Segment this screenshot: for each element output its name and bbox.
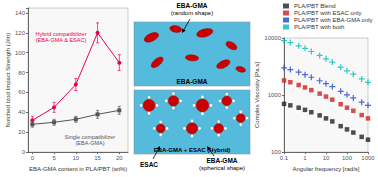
svg-text:140: 140	[15, 10, 26, 16]
svg-text:10: 10	[72, 155, 79, 161]
svg-text:EBA-GMA: EBA-GMA	[176, 78, 207, 85]
svg-text:0: 0	[22, 149, 26, 155]
svg-text:PLA/PBT with EBA-GMA only: PLA/PBT with EBA-GMA only	[294, 17, 373, 23]
svg-text:0.1: 0.1	[280, 155, 289, 161]
svg-text:100: 100	[271, 149, 281, 156]
svg-text:5: 5	[52, 155, 56, 161]
svg-text:EBA-GMA + ESAC (Hybrid): EBA-GMA + ESAC (Hybrid)	[154, 147, 231, 153]
svg-text:80: 80	[18, 70, 25, 76]
svg-text:0: 0	[31, 155, 35, 161]
svg-text:60: 60	[18, 89, 25, 95]
svg-text:PLA/PBT with both: PLA/PBT with both	[294, 24, 344, 30]
svg-text:Complex Viscosity [Pa.s]: Complex Viscosity [Pa.s]	[254, 62, 260, 128]
svg-text:(EBA-GMA): (EBA-GMA)	[75, 140, 104, 146]
svg-text:40: 40	[18, 109, 25, 115]
svg-text:20: 20	[116, 155, 123, 161]
svg-text:15: 15	[94, 155, 101, 161]
svg-text:Hybrid compatibilizer: Hybrid compatibilizer	[35, 31, 87, 37]
svg-text:100: 100	[15, 50, 26, 56]
svg-text:1000: 1000	[268, 92, 282, 98]
svg-text:PLA/PBT with ESAC only: PLA/PBT with ESAC only	[294, 10, 362, 16]
svg-text:(random shape): (random shape)	[171, 10, 213, 16]
svg-text:120: 120	[15, 30, 26, 36]
svg-text:1: 1	[303, 155, 307, 161]
svg-text:Notched Izod Impact Strength (: Notched Izod Impact Strength (J/m)	[5, 33, 11, 128]
svg-text:EBA-GMA: EBA-GMA	[176, 2, 207, 9]
svg-text:10000: 10000	[264, 35, 281, 41]
svg-text:EBA-GMA: EBA-GMA	[206, 157, 237, 164]
svg-text:ESAC: ESAC	[140, 161, 158, 168]
svg-text:Single compatibilizer: Single compatibilizer	[64, 133, 116, 140]
svg-text:(spherical shape): (spherical shape)	[199, 165, 245, 171]
svg-text:(EBA-GMA & ESAC): (EBA-GMA & ESAC)	[36, 37, 87, 43]
svg-text:1000: 1000	[361, 155, 375, 161]
svg-text:20: 20	[18, 129, 25, 135]
svg-text:100: 100	[342, 155, 353, 161]
svg-text:PLA/PBT Blend: PLA/PBT Blend	[294, 3, 336, 9]
svg-text:Angular frequency [rad/s]: Angular frequency [rad/s]	[292, 166, 359, 172]
svg-text:EBA-GMA content in PLA/PBT (wt: EBA-GMA content in PLA/PBT (wt%)	[29, 166, 127, 172]
svg-text:10: 10	[323, 155, 330, 161]
